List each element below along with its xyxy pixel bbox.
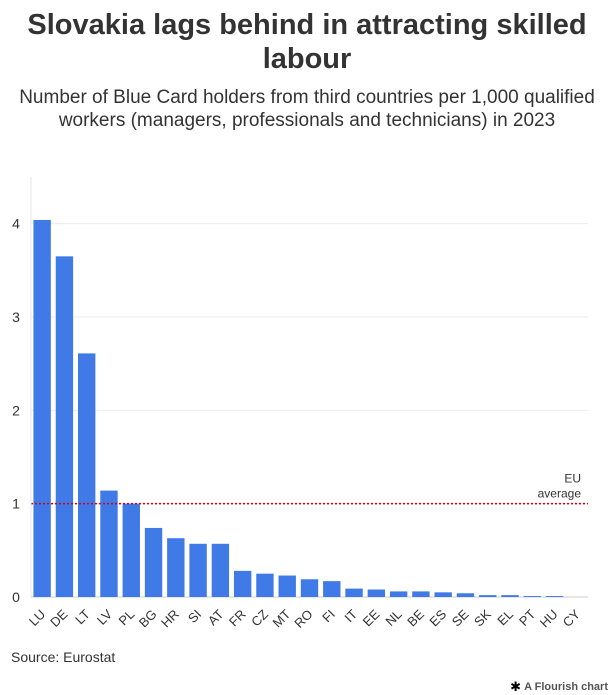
y-tick-label: 0 [12,589,20,605]
x-tick-label: SK [471,606,494,629]
eu-average-label: average [538,487,582,501]
bar-lt[interactable] [78,353,96,597]
bar-lv[interactable] [100,490,118,597]
flourish-credit[interactable]: ✱ A Flourish chart [510,679,608,695]
flourish-icon: ✱ [510,679,522,694]
x-tick-label: BG [136,607,160,631]
x-tick-label: SE [449,606,472,629]
bar-lu[interactable] [33,219,51,597]
x-tick-label: NL [382,607,404,629]
x-tick-label: PL [116,607,138,629]
bar-de[interactable] [55,256,74,597]
x-tick-label: MT [269,606,293,630]
x-tick-label: FR [226,607,249,630]
bar-ee[interactable] [367,589,386,597]
eu-average-label: EU [564,472,581,486]
bar-cz[interactable] [256,573,274,597]
flourish-credit-label: A Flourish chart [524,681,608,693]
bar-el[interactable] [501,595,519,597]
x-tick-label: AT [205,606,227,628]
bar-pt[interactable] [523,596,541,597]
x-tick-label: PT [516,606,538,628]
bar-be[interactable] [412,591,430,597]
chart-subtitle: Number of Blue Card holders from third c… [19,87,595,131]
x-tick-label: LU [26,607,48,629]
y-tick-label: 1 [12,496,20,512]
y-tick-label: 3 [12,309,20,325]
bar-sk[interactable] [479,595,497,597]
bars [33,219,564,597]
x-tick-label: DE [47,606,71,630]
x-tick-label: LT [72,606,93,627]
bar-fi[interactable] [323,581,341,597]
source-note: Source: Eurostat [11,649,116,665]
bar-at[interactable] [211,543,230,597]
bar-si[interactable] [189,543,207,597]
bar-pl[interactable] [122,503,140,597]
x-tick-label: HR [158,607,182,631]
bar-se[interactable] [456,593,475,597]
x-tick-label: FI [319,607,338,626]
bar-hr[interactable] [167,538,185,597]
bar-es[interactable] [434,592,452,597]
x-tick-label: SI [185,607,204,626]
bar-it[interactable] [345,588,363,597]
chart-title: Slovakia lags behind in attracting skill… [27,9,587,75]
bar-nl[interactable] [389,591,408,597]
x-tick-label: CY [560,606,584,630]
x-tick-label: BE [404,606,427,629]
bar-bg[interactable] [144,527,163,597]
x-tick-label: ES [426,606,449,629]
bar-mt[interactable] [278,575,296,597]
x-tick-label: EL [494,607,516,629]
x-tick-label: IT [341,606,360,625]
bar-hu[interactable] [545,596,564,597]
y-axis: 0 1 2 3 4 [12,177,32,605]
y-tick-label: 2 [12,402,20,418]
bar-fr[interactable] [233,570,252,597]
bar-ro[interactable] [300,579,319,597]
x-tick-label: EE [360,606,383,629]
x-tick-label: HU [537,607,561,631]
x-tick-label: LV [94,606,115,627]
y-tick-label: 4 [12,216,20,232]
x-tick-label: RO [291,607,315,631]
x-tick-label: CZ [248,606,271,629]
